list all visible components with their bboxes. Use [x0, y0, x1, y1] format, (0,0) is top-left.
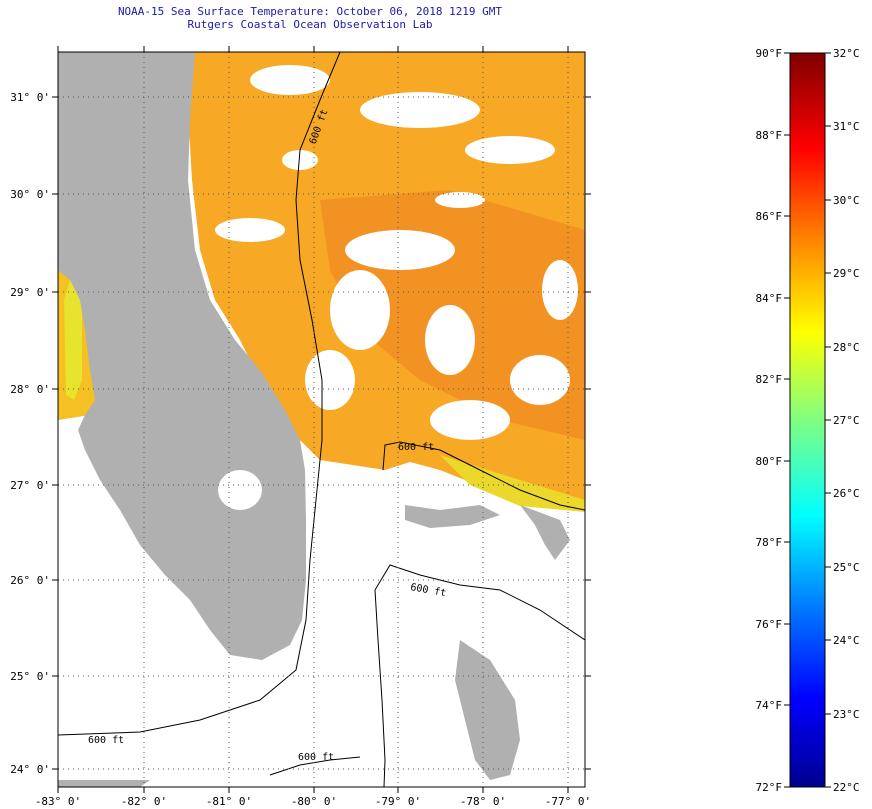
sst-gulf-cool-edge	[64, 280, 82, 400]
colorbar-gradient	[789, 52, 826, 788]
colorbar-ticks	[784, 52, 831, 788]
colorbar-c-label: 23°C	[833, 708, 860, 721]
colorbar-f-label: 76°F	[756, 618, 783, 631]
colorbar-c-label: 25°C	[833, 561, 860, 574]
lon-label: -81° 0'	[206, 795, 252, 808]
colorbar-f-label: 80°F	[756, 455, 783, 468]
depth-contours	[58, 52, 585, 787]
colorbar-f-label: 84°F	[756, 292, 783, 305]
map-title: NOAA-15 Sea Surface Temperature: October…	[117, 5, 503, 18]
lat-label: 28° 0'	[10, 383, 50, 396]
colorbar-c-label: 28°C	[833, 341, 860, 354]
colorbar-c-label: 30°C	[833, 194, 860, 207]
colorbar-f-label: 78°F	[756, 536, 783, 549]
map-subtitle: Rutgers Coastal Ocean Observation Lab	[187, 18, 433, 31]
colorbar-c-label: 24°C	[833, 634, 860, 647]
lake-okeechobee	[218, 470, 262, 510]
map-panel	[58, 52, 585, 787]
lat-label: 25° 0'	[10, 670, 50, 683]
andros	[455, 640, 520, 780]
colorbar-f-label: 88°F	[756, 129, 783, 142]
map-frame	[57, 51, 586, 788]
sst-cool-patch	[440, 455, 585, 512]
contour-label: 600 ft	[88, 735, 124, 746]
colorbar-c-label: 27°C	[833, 414, 860, 427]
colorbar-f-label: 74°F	[756, 699, 783, 712]
lon-label: -83° 0'	[35, 795, 81, 808]
contour-label: 600 ft	[398, 442, 434, 453]
lat-label: 30° 0'	[10, 188, 50, 201]
colorbar-f-label: 86°F	[756, 210, 783, 223]
lon-label: -80° 0'	[291, 795, 337, 808]
colorbar: 90°F 88°F 86°F 84°F 82°F 80°F 78°F 76°F …	[756, 47, 860, 794]
lon-label: -82° 0'	[121, 795, 167, 808]
lat-label: 24° 0'	[10, 763, 50, 776]
lat-label: 27° 0'	[10, 479, 50, 492]
lat-label: 29° 0'	[10, 286, 50, 299]
grand-bahama	[405, 505, 500, 528]
lon-label: -78° 0'	[460, 795, 506, 808]
cuba-coast	[58, 780, 150, 787]
lat-label: 31° 0'	[10, 91, 50, 104]
colorbar-c-label: 22°C	[833, 781, 860, 794]
lon-label: -79° 0'	[375, 795, 421, 808]
colorbar-c-label: 29°C	[833, 267, 860, 280]
abaco	[520, 505, 570, 560]
lon-label: -77° 0'	[545, 795, 591, 808]
colorbar-f-label: 82°F	[756, 373, 783, 386]
colorbar-c-label: 31°C	[833, 120, 860, 133]
lat-label: 26° 0'	[10, 574, 50, 587]
cloud-patches	[215, 65, 578, 440]
colorbar-f-label: 72°F	[756, 781, 783, 794]
contour-label: 600 ft	[298, 752, 334, 763]
axis-ticks	[52, 46, 591, 793]
colorbar-c-label: 32°C	[833, 47, 860, 60]
colorbar-c-label: 26°C	[833, 487, 860, 500]
colorbar-f-label: 90°F	[756, 47, 783, 60]
